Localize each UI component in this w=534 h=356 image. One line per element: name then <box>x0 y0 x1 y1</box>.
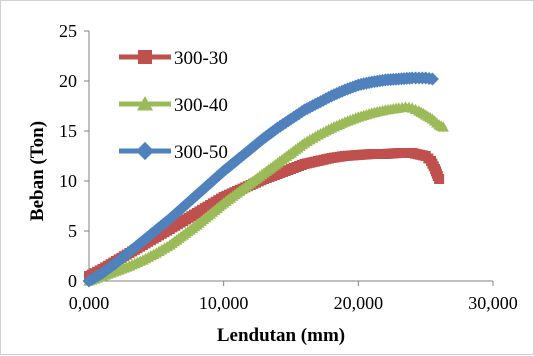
y-tick-label: 10 <box>59 171 77 191</box>
legend-marker-300-40 <box>136 95 154 111</box>
legend-label-300-50: 300-50 <box>174 142 228 163</box>
legend-label-300-40: 300-40 <box>174 95 228 116</box>
x-axis-title: Lendutan (mm) <box>217 325 345 346</box>
data-point-300-40 <box>437 121 449 132</box>
y-tick-label: 20 <box>59 71 77 91</box>
y-tick-label: 25 <box>59 21 77 41</box>
legend-marker-300-30 <box>138 50 152 64</box>
data-point-300-50 <box>425 72 439 86</box>
x-tick-label: 30,000 <box>468 293 518 313</box>
y-axis-title: Beban (Ton) <box>27 121 48 221</box>
y-tick-label: 15 <box>59 121 77 141</box>
x-tick-label: 10,000 <box>199 293 249 313</box>
x-tick-label: 20,000 <box>334 293 384 313</box>
legend-label-300-30: 300-30 <box>174 48 228 69</box>
y-tick-label: 0 <box>68 271 77 291</box>
legend-marker-300-50 <box>135 141 155 161</box>
x-tick-label: 0,000 <box>69 293 110 313</box>
y-tick-label: 5 <box>68 221 77 241</box>
data-point-300-30 <box>434 174 445 184</box>
